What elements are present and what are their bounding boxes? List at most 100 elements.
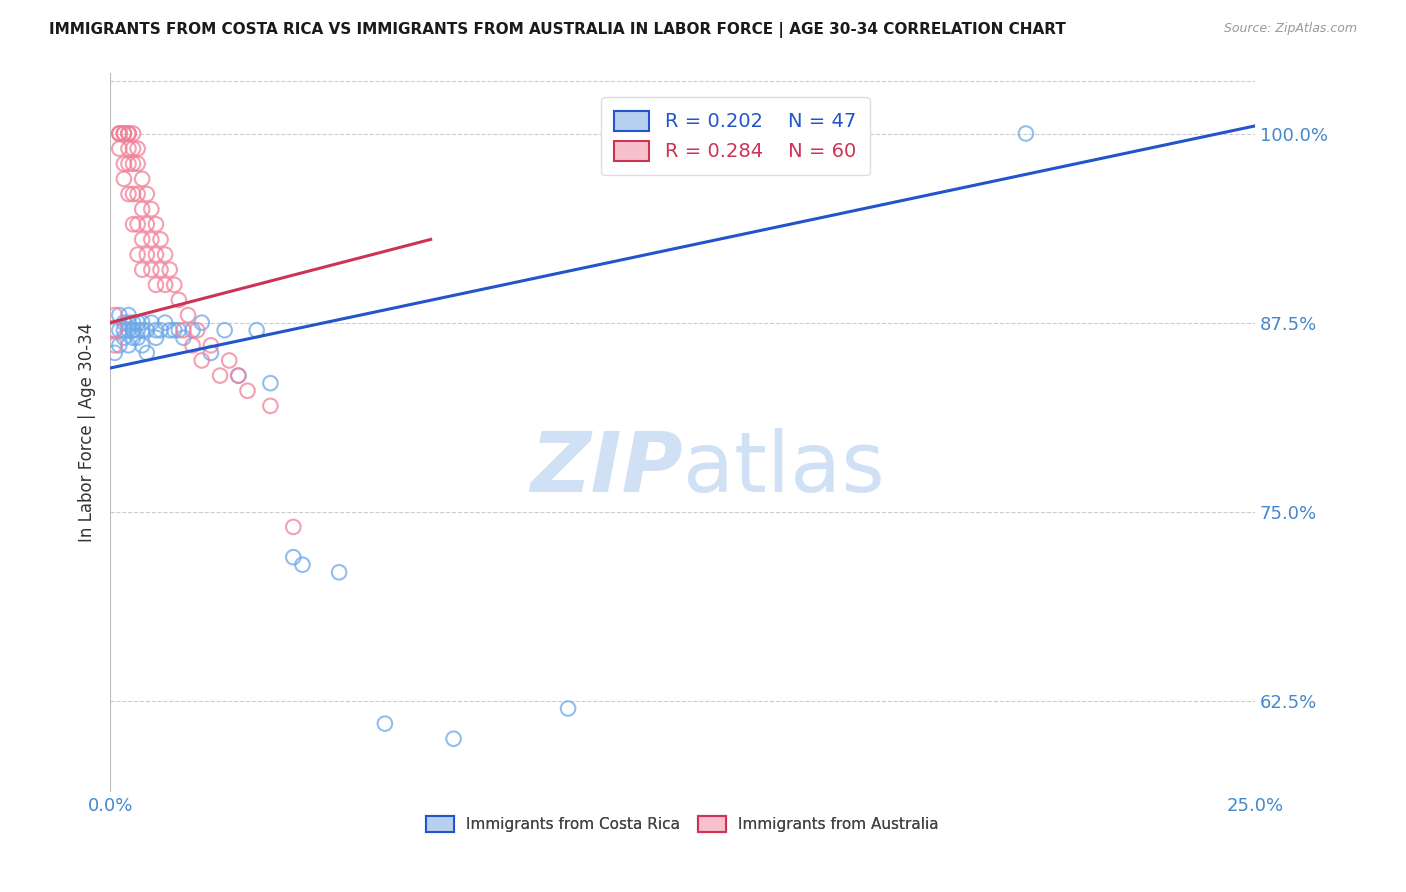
Legend: Immigrants from Costa Rica, Immigrants from Australia: Immigrants from Costa Rica, Immigrants f…	[420, 810, 945, 838]
Point	[177, 308, 200, 322]
Text: IMMIGRANTS FROM COSTA RICA VS IMMIGRANTS FROM AUSTRALIA IN LABOR FORCE | AGE 30-: IMMIGRANTS FROM COSTA RICA VS IMMIGRANTS…	[49, 22, 1066, 38]
Point	[112, 157, 135, 171]
Point	[122, 187, 145, 202]
Point	[127, 331, 149, 345]
Point	[153, 247, 176, 261]
Point	[163, 323, 186, 337]
Point	[172, 331, 194, 345]
Point	[108, 127, 131, 141]
Point	[127, 323, 149, 337]
Point	[135, 323, 157, 337]
Point	[228, 368, 250, 383]
Point	[167, 293, 190, 307]
Point	[145, 277, 167, 292]
Point	[228, 368, 250, 383]
Point	[122, 331, 145, 345]
Point	[141, 316, 163, 330]
Point	[104, 308, 127, 322]
Point	[153, 316, 176, 330]
Point	[135, 187, 157, 202]
Point	[214, 323, 236, 337]
Point	[190, 316, 212, 330]
Point	[112, 127, 135, 141]
Point	[135, 217, 157, 231]
Point	[131, 172, 153, 186]
Point	[112, 127, 135, 141]
Point	[374, 716, 396, 731]
Point	[122, 217, 145, 231]
Point	[246, 323, 269, 337]
Point	[557, 701, 579, 715]
Point	[112, 127, 135, 141]
Point	[145, 247, 167, 261]
Point	[112, 323, 135, 337]
Point	[145, 331, 167, 345]
Y-axis label: In Labor Force | Age 30-34: In Labor Force | Age 30-34	[79, 323, 96, 542]
Point	[127, 187, 149, 202]
Point	[117, 187, 139, 202]
Point	[117, 127, 139, 141]
Point	[104, 323, 127, 337]
Point	[122, 142, 145, 156]
Point	[108, 127, 131, 141]
Point	[127, 217, 149, 231]
Point	[190, 353, 212, 368]
Text: ZIP: ZIP	[530, 428, 682, 508]
Point	[112, 316, 135, 330]
Point	[131, 202, 153, 216]
Point	[200, 338, 222, 352]
Point	[112, 172, 135, 186]
Point	[145, 323, 167, 337]
Point	[218, 353, 240, 368]
Point	[145, 217, 167, 231]
Point	[108, 308, 131, 322]
Point	[328, 566, 350, 580]
Point	[117, 308, 139, 322]
Point	[259, 399, 281, 413]
Point	[181, 323, 204, 337]
Point	[131, 316, 153, 330]
Point	[122, 127, 145, 141]
Point	[127, 316, 149, 330]
Point	[135, 247, 157, 261]
Text: Source: ZipAtlas.com: Source: ZipAtlas.com	[1223, 22, 1357, 36]
Point	[104, 323, 127, 337]
Point	[117, 127, 139, 141]
Point	[141, 262, 163, 277]
Point	[122, 323, 145, 337]
Point	[149, 262, 172, 277]
Point	[108, 142, 131, 156]
Point	[122, 157, 145, 171]
Point	[127, 157, 149, 171]
Point	[112, 331, 135, 345]
Point	[104, 346, 127, 360]
Point	[186, 323, 208, 337]
Point	[117, 157, 139, 171]
Point	[141, 202, 163, 216]
Point	[1015, 127, 1038, 141]
Point	[283, 550, 305, 565]
Point	[131, 262, 153, 277]
Point	[135, 346, 157, 360]
Point	[149, 232, 172, 246]
Point	[117, 338, 139, 352]
Point	[131, 338, 153, 352]
Point	[159, 262, 181, 277]
Point	[122, 323, 145, 337]
Point	[209, 368, 232, 383]
Text: atlas: atlas	[682, 428, 884, 508]
Point	[108, 127, 131, 141]
Point	[108, 323, 131, 337]
Point	[259, 376, 281, 391]
Point	[181, 338, 204, 352]
Point	[163, 277, 186, 292]
Point	[127, 142, 149, 156]
Point	[117, 323, 139, 337]
Point	[149, 323, 172, 337]
Point	[127, 247, 149, 261]
Point	[236, 384, 259, 398]
Point	[291, 558, 314, 572]
Point	[117, 142, 139, 156]
Point	[131, 232, 153, 246]
Point	[283, 520, 305, 534]
